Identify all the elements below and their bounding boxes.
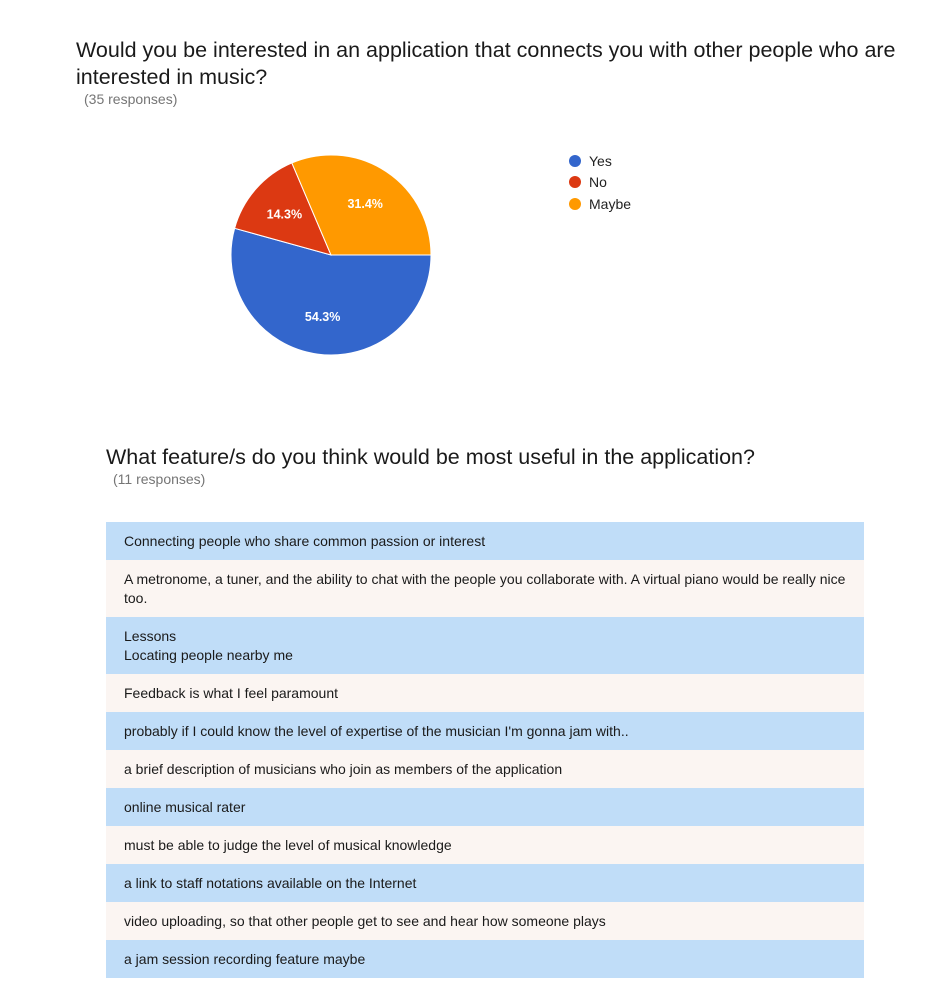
response-row: a link to staff notations available on t…	[106, 864, 864, 902]
question-2-title: What feature/s do you think would be mos…	[106, 445, 755, 469]
legend-item-maybe: Maybe	[566, 193, 631, 215]
pie-slice-yes	[230, 227, 432, 356]
response-row: a jam session recording feature maybe	[106, 940, 864, 978]
slice-label-maybe: 31.4%	[347, 197, 382, 211]
legend-label: Maybe	[589, 195, 632, 212]
question-2-response-count: (11 responses)	[113, 471, 206, 487]
legend-item-yes: Yes	[566, 150, 631, 172]
response-row: Connecting people who share common passi…	[106, 522, 864, 560]
question-1-title: Would you be interested in an applicatio…	[76, 38, 896, 89]
legend-swatch-icon	[569, 176, 581, 189]
legend-item-no: No	[566, 172, 631, 194]
slice-label-no: 14.3%	[267, 208, 302, 222]
pie-chart: 54.3% 14.3% 31.4%	[230, 154, 432, 356]
slice-label-yes: 54.3%	[305, 310, 340, 324]
legend-label: Yes	[589, 152, 612, 169]
question-1-response-count: (35 responses)	[84, 91, 178, 107]
legend-swatch-icon	[569, 154, 581, 167]
response-row: video uploading, so that other people ge…	[106, 902, 864, 940]
chart-legend: Yes No Maybe	[566, 150, 631, 215]
legend-swatch-icon	[569, 197, 581, 210]
response-row: A metronome, a tuner, and the ability to…	[106, 560, 864, 617]
response-row: a brief description of musicians who joi…	[106, 750, 864, 788]
legend-label: No	[589, 174, 607, 191]
response-row: probably if I could know the level of ex…	[106, 712, 864, 750]
response-row: Lessons Locating people nearby me	[106, 617, 864, 674]
response-row: must be able to judge the level of music…	[106, 826, 864, 864]
response-row: Feedback is what I feel paramount	[106, 674, 864, 712]
pie-slice-no	[234, 162, 332, 256]
pie-slice-maybe	[291, 154, 432, 256]
response-list: Connecting people who share common passi…	[106, 522, 864, 978]
response-row: online musical rater	[106, 788, 864, 826]
